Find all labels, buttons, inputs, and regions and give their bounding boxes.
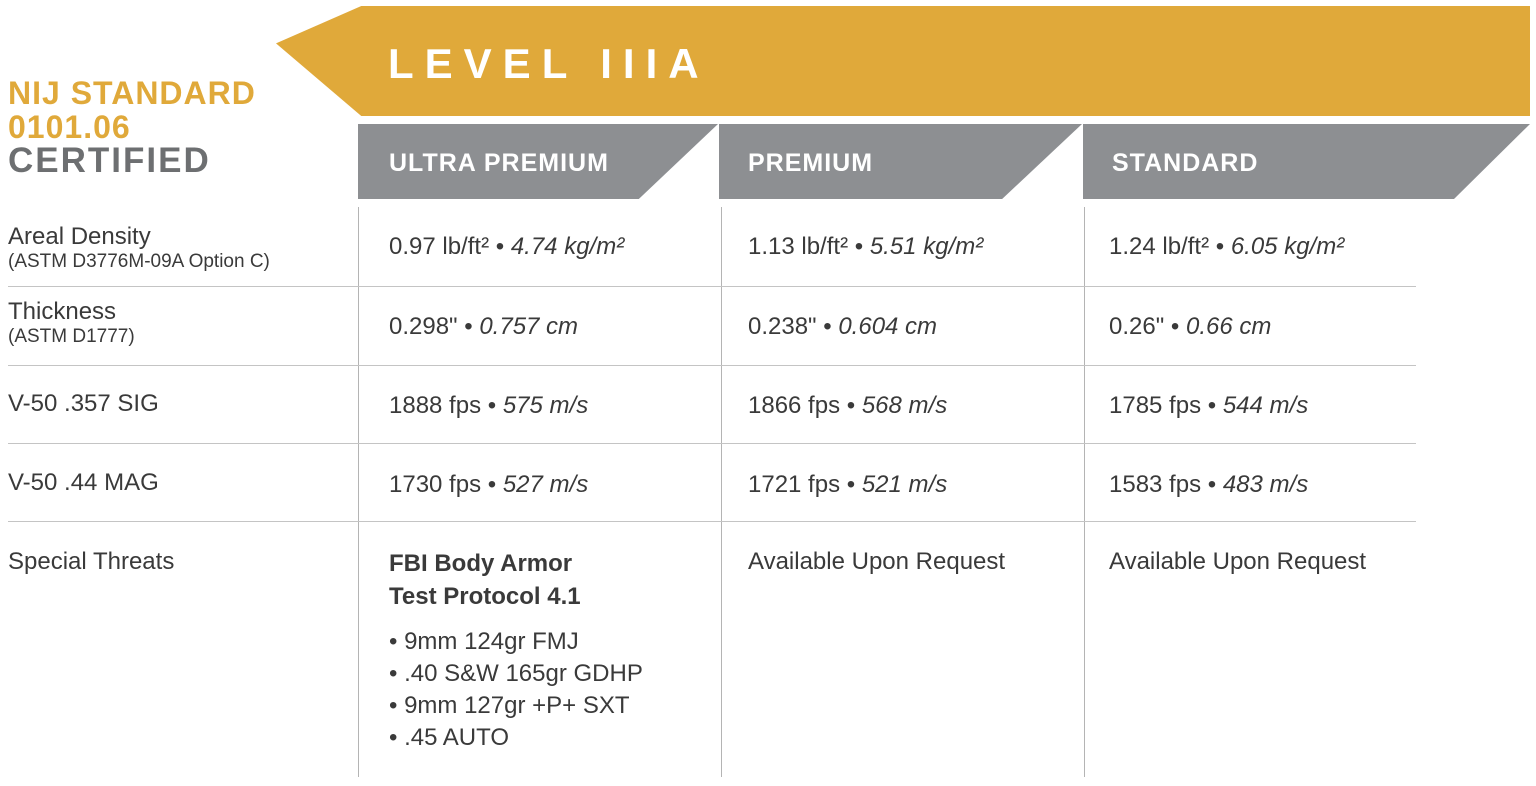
list-item: • 9mm 127gr +P+ SXT — [389, 692, 630, 719]
row-divider — [8, 443, 1416, 444]
cert-standard: NIJ STANDARD — [8, 75, 256, 111]
column-divider — [1084, 207, 1085, 777]
table-cell: 1.13 lb/ft² • 5.51 kg/m² — [748, 233, 984, 260]
column-divider — [721, 207, 722, 777]
table-cell: 0.238" • 0.604 cm — [748, 313, 938, 340]
table-cell: 1730 fps • 527 m/s — [389, 471, 589, 498]
row-divider — [8, 365, 1416, 366]
row-label-special-threats: Special Threats — [8, 548, 175, 575]
table-cell: 1583 fps • 483 m/s — [1109, 471, 1309, 498]
column-header-standard: STANDARD — [1083, 124, 1530, 199]
column-divider — [358, 207, 359, 777]
threat-list: • 9mm 124gr FMJ • .40 S&W 165gr GDHP • 9… — [389, 626, 643, 754]
row-sublabel: (ASTM D1777) — [8, 326, 135, 347]
table-cell: 1721 fps • 521 m/s — [748, 471, 948, 498]
level-banner: LEVEL IIIA — [276, 6, 1530, 116]
row-divider — [8, 521, 1416, 522]
protocol-title: FBI Body Armor Test Protocol 4.1 — [389, 550, 581, 610]
table-cell: 1866 fps • 568 m/s — [748, 392, 948, 419]
table-cell: Available Upon Request — [1109, 548, 1367, 575]
table-cell: 0.97 lb/ft² • 4.74 kg/m² — [389, 233, 625, 260]
list-item: • .45 AUTO — [389, 724, 510, 751]
cert-certified: CERTIFIED — [8, 141, 211, 180]
table-cell: 1785 fps • 544 m/s — [1109, 392, 1309, 419]
column-header-premium: PREMIUM — [719, 124, 1082, 199]
row-label-thickness: Thickness (ASTM D1777) — [8, 298, 135, 347]
table-cell: 1.24 lb/ft² • 6.05 kg/m² — [1109, 233, 1345, 260]
row-divider — [8, 286, 1416, 287]
table-cell: 0.298" • 0.757 cm — [389, 313, 579, 340]
column-header-ultra-premium: ULTRA PREMIUM — [358, 124, 718, 199]
row-label-v50-357-sig: V-50 .357 SIG — [8, 390, 159, 417]
list-item: • .40 S&W 165gr GDHP — [389, 660, 643, 687]
row-sublabel: (ASTM D3776M-09A Option C) — [8, 251, 270, 272]
table-cell: 1888 fps • 575 m/s — [389, 392, 589, 419]
level-title: LEVEL IIIA — [388, 40, 710, 87]
cert-number: 0101.06 — [8, 109, 131, 145]
row-label-areal-density: Areal Density (ASTM D3776M-09A Option C) — [8, 223, 270, 272]
table-cell: 0.26" • 0.66 cm — [1109, 313, 1272, 340]
table-cell: Available Upon Request — [748, 548, 1006, 575]
certification-block: NIJ STANDARD 0101.06 CERTIFIED — [8, 76, 256, 178]
list-item: • 9mm 124gr FMJ — [389, 628, 579, 655]
row-label-v50-44-mag: V-50 .44 MAG — [8, 469, 159, 496]
